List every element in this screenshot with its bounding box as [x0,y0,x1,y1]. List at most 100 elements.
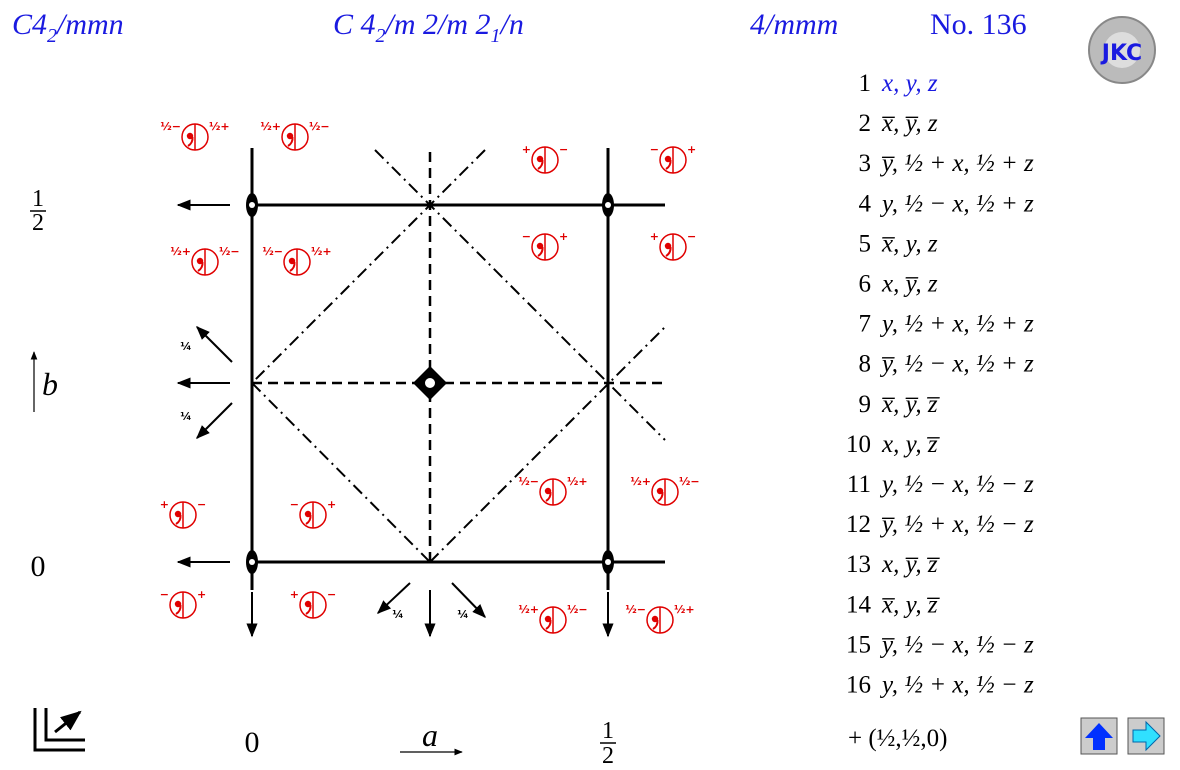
left-sign: ½+ [260,120,281,133]
comma-tail [657,491,664,502]
coord-triplet: y̅, ½ − x, ½ + z [879,351,1034,378]
b-zero: 0 [31,550,46,583]
equivalent-position: ½− ½+ [625,603,695,634]
coord-number: 10 [846,431,871,458]
left-sign: ½+ [170,245,191,258]
comma-tail [305,514,312,525]
coord-number: 2 [859,110,872,137]
left-sign: + [522,143,531,156]
coord-number: 11 [847,471,871,498]
left-sign: + [290,588,299,601]
equivalent-position: + − [290,588,336,619]
equivalent-position: ½− ½+ [160,120,230,151]
coord-number: 9 [859,391,872,418]
fraction-den: 2 [32,210,44,236]
left-sign: ½− [160,120,181,133]
coord-number: 14 [846,591,872,618]
a-half: 1 2 [600,718,616,769]
right-sign: + [687,143,696,156]
coord-triplet: y, ½ + x, ½ + z [879,311,1034,338]
equivalent-position: + − [522,143,568,174]
right-sign: ½− [219,245,240,258]
quarter-label: ¼ [392,608,403,621]
axis-arrows: ¼ ¼ ¼ ¼ [176,199,614,638]
coord-triplet: y, ½ − x, ½ − z [879,471,1034,498]
coord-triplet: x, y̅, z̅ [881,551,940,578]
comma-tail [197,261,204,272]
coord-number: 4 [859,190,872,217]
twofold-dot [249,559,255,565]
equivalent-position: ½− ½+ [262,245,332,276]
b-label: b [42,366,58,402]
comma-tail [545,491,552,502]
coord-triplet: x, y̅, z [881,271,938,298]
coord-number: 1 [859,70,872,97]
coord-number: 6 [859,271,872,298]
coord-triplet: x, y, z̅ [881,431,940,458]
mirror-lines [252,152,665,562]
coordinates: 1 x, y, z 2 x̅, y̅, z 3 y̅, ½ + x, ½ + z 4 y, ½… [846,70,1034,699]
coord-triplet: y, ½ − x, ½ + z [879,190,1034,217]
coord-triplet: y, ½ + x, ½ − z [879,672,1034,699]
arrow [376,582,411,614]
comma-tail [175,604,182,615]
right-sign: ½− [679,475,700,488]
equivalent-position: ½+ ½− [518,603,588,634]
right-sign: + [327,498,336,511]
coord-triplet: y̅, ½ + x, ½ − z [879,511,1034,538]
centering: + (½,½,0) [848,725,948,752]
coord-triplet: x̅, y, z [881,230,938,257]
full-symbol: C 42/m 2/m 21/n [333,8,524,47]
comma-tail [287,136,294,147]
left-sign: ½− [625,603,646,616]
coord-triplet: y̅, ½ + x, ½ + z [879,150,1034,177]
coord-number: 16 [846,672,871,699]
left-sign: + [160,498,169,511]
quarter-label: ¼ [180,410,191,423]
coord-triplet: x̅, y̅, z [881,110,938,137]
equivalent-position: ½− ½+ [518,475,588,506]
right-sign: ½+ [567,475,588,488]
coord-triplet: x, y, z [881,70,938,97]
a-zero: 0 [245,726,260,759]
coord-number: 5 [859,230,872,257]
comma-tail [545,619,552,630]
left-sign: ½− [518,475,539,488]
symbols: ½− ½+ ½+ ½−+ − − +½+ ½− ½− ½+− + + −+ − − +½− ½+ ½+ ½−− + + −… [160,120,700,634]
left-sign: − [522,230,531,243]
arrow [196,402,233,439]
right-sign: − [327,588,336,601]
left-sign: − [160,588,169,601]
coord-number: 13 [846,551,871,578]
fraction-num: 1 [602,718,614,744]
fraction-num: 1 [32,186,44,212]
twofold-axes [246,193,614,574]
arrow [451,582,486,619]
equivalent-position: − + [160,588,206,619]
logo-text: JKC [1100,41,1142,66]
right-sign: ½− [567,603,588,616]
twofold-dot [605,559,611,565]
nav-up[interactable] [1080,717,1118,755]
nav-next[interactable] [1127,717,1165,755]
coord-number: 7 [859,311,872,338]
comma-tail [175,514,182,525]
equivalent-position: − + [650,143,696,174]
right-sign: − [197,498,206,511]
twofold-dot [249,202,255,208]
coord-number: 3 [859,150,872,177]
logo: JKC [1088,16,1156,84]
comma-tail [652,619,659,630]
a-label: a [422,717,438,753]
equivalent-position: + − [160,498,206,529]
equivalent-position: − + [522,230,568,261]
right-sign: ½+ [311,245,332,258]
twofold-dot [605,202,611,208]
comma-tail [665,159,672,170]
left-sign: ½+ [630,475,651,488]
equivalent-position: + − [650,230,696,261]
space-group-number: No. 136 [930,8,1027,41]
coord-triplet: x̅, y̅, z̅ [881,391,940,418]
right-sign: ½+ [209,120,230,133]
